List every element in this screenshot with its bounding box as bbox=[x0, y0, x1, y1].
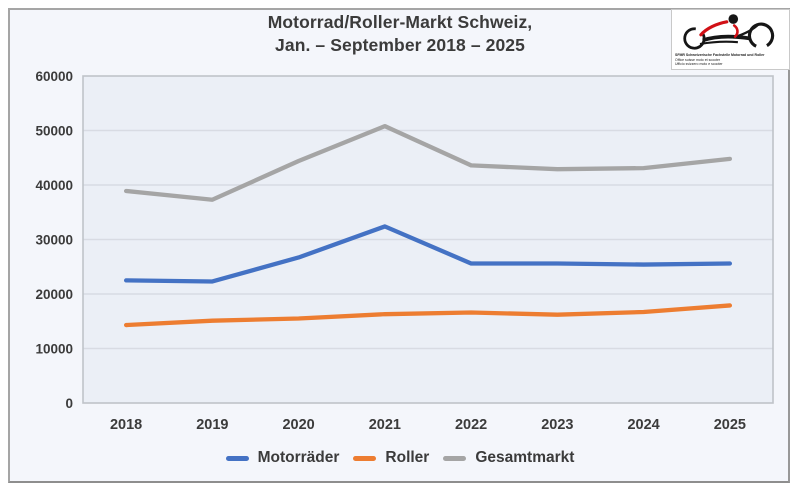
plot-border bbox=[82, 75, 774, 404]
series-line-gesamtmarkt bbox=[123, 123, 733, 202]
logo-caption: SFMR Schweizerische Fachstelle Motorrad … bbox=[675, 53, 786, 67]
chart-legend: Motorräder Roller Gesamtmarkt bbox=[0, 449, 800, 467]
legend-label: Gesamtmarkt bbox=[475, 449, 575, 466]
logo-caption-line1: SFMR Schweizerische Fachstelle Motorrad … bbox=[675, 53, 765, 57]
x-axis-label: 2021 bbox=[369, 417, 401, 433]
y-axis-label: 40000 bbox=[35, 178, 73, 193]
y-axis-label: 0 bbox=[65, 396, 73, 411]
legend-item-motorräder: Motorräder bbox=[225, 449, 340, 467]
x-axis-label: 2018 bbox=[110, 417, 142, 433]
legend-item-gesamtmarkt: Gesamtmarkt bbox=[443, 449, 574, 467]
series-line-roller bbox=[123, 303, 733, 328]
legend-label: Motorräder bbox=[257, 449, 340, 466]
y-axis-label: 50000 bbox=[35, 124, 73, 139]
legend-marker-motorräder bbox=[225, 455, 249, 461]
chart-title-line2: Jan. – September 2018 – 2025 bbox=[275, 35, 525, 56]
x-axis-label: 2022 bbox=[455, 417, 487, 433]
sfmr-logo: SFMR Schweizerische Fachstelle Motorrad … bbox=[671, 9, 790, 70]
y-axis-label: 20000 bbox=[35, 287, 73, 302]
x-axis-label: 2024 bbox=[627, 417, 659, 433]
legend-marker-roller bbox=[353, 455, 377, 461]
x-axis-label: 2025 bbox=[714, 417, 746, 433]
motorcycle-icon bbox=[683, 14, 775, 50]
chart-title: Motorrad/Roller-Markt Schweiz, Jan. – Se… bbox=[0, 11, 800, 57]
legend-item-roller: Roller bbox=[353, 449, 429, 467]
y-axis-label: 10000 bbox=[35, 342, 73, 357]
logo-caption-line3: Ufficio svizzero moto e scooter bbox=[675, 62, 723, 67]
x-axis-label: 2019 bbox=[196, 417, 228, 433]
x-axis-label: 2023 bbox=[541, 417, 573, 433]
y-axis-label: 60000 bbox=[35, 69, 73, 84]
x-axis-label: 2020 bbox=[282, 417, 314, 433]
chart-title-line1: Motorrad/Roller-Markt Schweiz, bbox=[267, 12, 533, 32]
y-axis-label: 30000 bbox=[35, 233, 73, 248]
legend-label: Roller bbox=[385, 449, 430, 466]
series-line-motorräder bbox=[123, 224, 733, 284]
logo-caption-line2: Office suisse moto et scooter bbox=[675, 57, 721, 62]
legend-marker-gesamtmarkt bbox=[443, 455, 467, 461]
